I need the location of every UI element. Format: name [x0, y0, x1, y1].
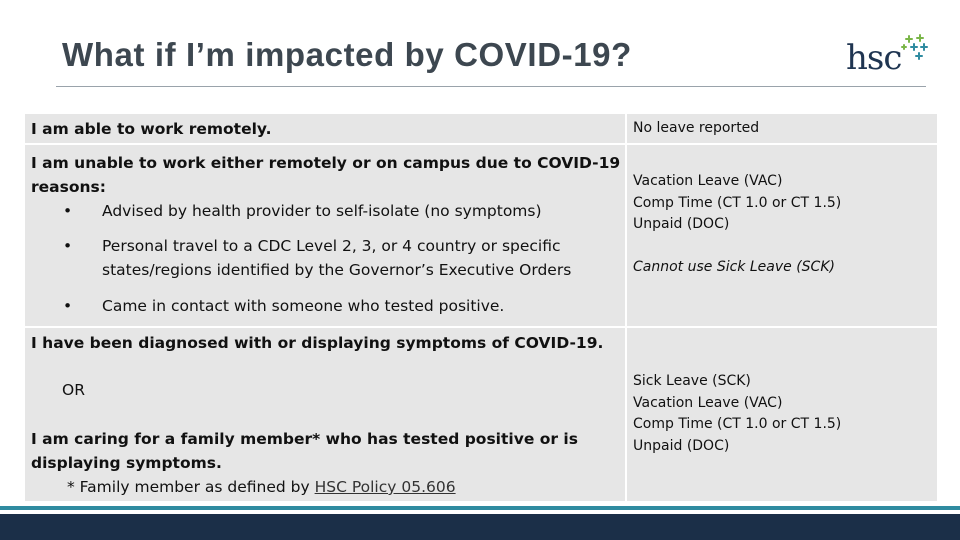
leave-type: Vacation Leave (VAC) — [633, 173, 783, 189]
leave-type: Comp Time (CT 1.0 or CT 1.5) — [633, 194, 842, 211]
bullet-item: Personal travel to a CDC Level 2, 3, or … — [102, 237, 561, 255]
table-row-1-condition: I am able to work remotely. — [25, 114, 625, 143]
table-row-2-leave: Vacation Leave (VAC) Comp Time (CT 1.0 o… — [627, 145, 937, 326]
or-separator: OR — [62, 381, 85, 399]
bullet-icon: • — [63, 237, 73, 255]
footnote-text: * Family member as defined by — [67, 478, 315, 496]
condition-text: I am unable to work either remotely or o… — [31, 154, 621, 172]
page-title: What if I’m impacted by COVID-19? — [62, 36, 632, 73]
table-row-1-leave: No leave reported — [627, 114, 937, 143]
bullet-item: Advised by health provider to self-isola… — [102, 202, 542, 220]
hsc-logo: hsc — [846, 34, 928, 80]
table-row-2-condition: I am unable to work either remotely or o… — [25, 145, 625, 326]
table-row-3-condition: I have been diagnosed with or displaying… — [25, 328, 625, 501]
leave-type: Sick Leave (SCK) — [633, 373, 751, 389]
bullet-icon: • — [63, 297, 73, 315]
title-divider — [56, 86, 926, 87]
footer-accent-strip — [0, 506, 960, 510]
bullet-item: states/regions identified by the Governo… — [102, 261, 572, 279]
logo-text: hsc — [846, 38, 902, 78]
footnote: * Family member as defined by HSC Policy… — [67, 475, 456, 499]
condition-text: reasons: — [31, 178, 106, 196]
leave-note: Cannot use Sick Leave (SCK) — [633, 259, 835, 275]
bullet-item: Came in contact with someone who tested … — [102, 297, 505, 315]
leave-type: Unpaid (DOC) — [633, 437, 730, 454]
condition-text: I am caring for a family member* who has… — [31, 430, 578, 448]
condition-text: I have been diagnosed with or displaying… — [31, 334, 604, 352]
sparkle-icon — [901, 34, 928, 60]
leave-type: No leave reported — [633, 120, 760, 136]
condition-text: displaying symptoms. — [31, 454, 222, 472]
leave-type: Vacation Leave (VAC) — [633, 394, 783, 411]
footer-band — [0, 514, 960, 540]
condition-text: I am able to work remotely. — [31, 120, 272, 138]
table-row-3-leave: Sick Leave (SCK) Vacation Leave (VAC) Co… — [627, 328, 937, 501]
policy-link[interactable]: HSC Policy 05.606 — [314, 478, 456, 496]
leave-type: Unpaid (DOC) — [633, 216, 730, 232]
leave-type: Comp Time (CT 1.0 or CT 1.5) — [633, 416, 842, 432]
bullet-icon: • — [63, 202, 73, 220]
